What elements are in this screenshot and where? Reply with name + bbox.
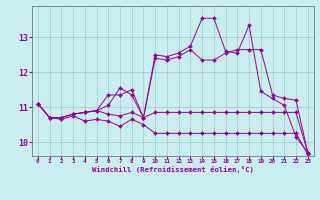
X-axis label: Windchill (Refroidissement éolien,°C): Windchill (Refroidissement éolien,°C): [92, 166, 254, 173]
